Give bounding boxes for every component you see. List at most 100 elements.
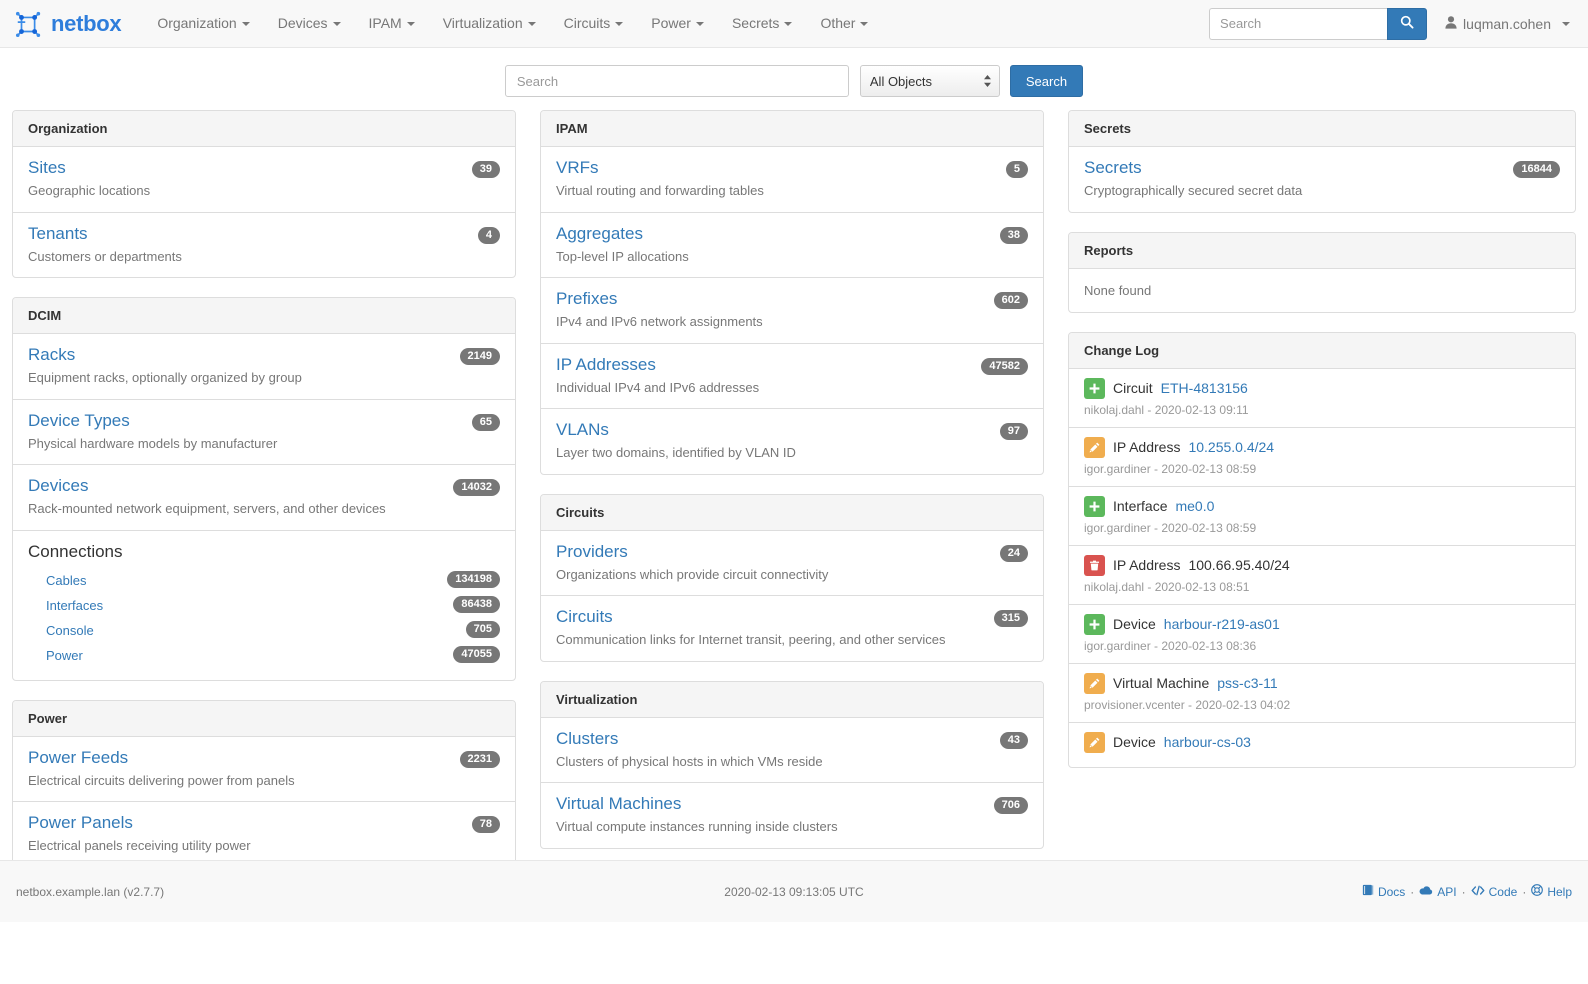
link-devices[interactable]: Devices [28, 476, 89, 496]
link-vrfs[interactable]: VRFs [556, 158, 599, 177]
link-device-types[interactable]: Device Types [28, 410, 130, 430]
link-power-feeds[interactable]: Power Feeds [28, 747, 129, 767]
link-tenants[interactable]: Tenants [28, 223, 88, 243]
link-virtual-machines[interactable]: Virtual Machines [556, 794, 682, 814]
badge-virtual-machines-count: 706 [993, 797, 1028, 815]
badge-vlans-count: 97 [999, 423, 1028, 441]
nav-label-ipam: IPAM [368, 15, 402, 31]
brand-logo-link[interactable]: netbox [14, 9, 122, 39]
panel-ipam: IPAM VRFs 5 Virtual routing and forwardi… [540, 110, 1044, 475]
navbar-search-group [1209, 7, 1428, 40]
link-secrets[interactable]: Secrets [1084, 158, 1142, 177]
column-middle: IPAM VRFs 5 Virtual routing and forwardi… [540, 110, 1044, 868]
changelog-row[interactable]: IP Address 10.255.0.4/24 igor.gardiner -… [1069, 428, 1575, 487]
changelog-object-link[interactable]: ETH-4813156 [1160, 380, 1248, 397]
list-item-power[interactable]: Power 47055 [46, 643, 500, 668]
dashboard-grid: Organization Sites 39 Geographic locatio… [0, 110, 1588, 887]
link-sites[interactable]: Sites [28, 158, 66, 177]
nav-menu-circuits[interactable]: Circuits [550, 0, 638, 47]
link-power-panels[interactable]: Power Panels [28, 813, 133, 833]
chevron-down-icon [695, 22, 704, 27]
global-search-button[interactable]: Search [1009, 65, 1084, 97]
badge-power-feeds-count: 2231 [459, 750, 500, 768]
row-aggregates[interactable]: Aggregates 38 Top-level IP allocations [541, 213, 1043, 279]
row-device-types[interactable]: Device Types 65 Physical hardware models… [13, 400, 515, 466]
nav-menu-other[interactable]: Other [806, 0, 882, 47]
link-console[interactable]: Console [46, 622, 94, 638]
row-providers[interactable]: Providers 24 Organizations which provide… [541, 531, 1043, 597]
row-racks[interactable]: Racks 2149 Equipment racks, optionally o… [13, 334, 515, 400]
row-power-panels[interactable]: Power Panels 78 Electrical panels receiv… [13, 802, 515, 867]
link-providers[interactable]: Providers [556, 541, 628, 561]
link-power-connections[interactable]: Power [46, 647, 83, 663]
changelog-row[interactable]: Virtual Machine pss-c3-11 provisioner.vc… [1069, 664, 1575, 723]
changelog-object-link[interactable]: pss-c3-11 [1217, 675, 1278, 692]
list-item-console[interactable]: Console 705 [46, 618, 500, 643]
row-circuits[interactable]: Circuits 315 Communication links for Int… [541, 596, 1043, 661]
badge-circuits-count: 315 [993, 610, 1028, 628]
row-devices[interactable]: Devices 14032 Rack-mounted network equip… [13, 465, 515, 531]
nav-label-organization: Organization [157, 15, 237, 31]
list-item-cables[interactable]: Cables 134198 [46, 568, 500, 593]
chevron-down-icon [332, 22, 341, 27]
nav-menu-devices[interactable]: Devices [264, 0, 355, 47]
panel-title-secrets: Secrets [1069, 111, 1575, 147]
nav-menu-organization[interactable]: Organization [143, 0, 263, 47]
changelog-object-link[interactable]: 10.255.0.4/24 [1188, 439, 1275, 456]
row-vrfs[interactable]: VRFs 5 Virtual routing and forwarding ta… [541, 147, 1043, 213]
desc-circuits: Communication links for Internet transit… [556, 632, 946, 648]
changelog-line-primary: IP Address 10.255.0.4/24 [1084, 436, 1560, 458]
navbar-search-input[interactable] [1209, 7, 1388, 40]
panel-organization: Organization Sites 39 Geographic locatio… [12, 110, 516, 279]
link-interfaces[interactable]: Interfaces [46, 597, 104, 613]
row-secrets[interactable]: Secrets 16844 Cryptographically secured … [1069, 147, 1575, 212]
row-sites[interactable]: Sites 39 Geographic locations [13, 147, 515, 213]
changelog-object-link[interactable]: harbour-r219-as01 [1163, 616, 1280, 633]
chevron-down-icon [1562, 21, 1570, 26]
row-virtual-machines[interactable]: Virtual Machines 706 Virtual compute ins… [541, 783, 1043, 848]
plus-icon [1084, 495, 1105, 517]
link-prefixes[interactable]: Prefixes [556, 289, 618, 309]
row-ip-addresses[interactable]: IP Addresses 47582 Individual IPv4 and I… [541, 344, 1043, 410]
link-racks[interactable]: Racks [28, 345, 76, 365]
panel-title-reports: Reports [1069, 232, 1575, 269]
row-power-feeds[interactable]: Power Feeds 2231 Electrical circuits del… [13, 737, 515, 803]
footer-label-docs: Docs [1377, 884, 1406, 899]
changelog-row[interactable]: Device harbour-cs-03 [1069, 723, 1575, 767]
user-menu[interactable]: luqman.cohen [1445, 16, 1574, 32]
link-ip-addresses[interactable]: IP Addresses [556, 354, 656, 374]
nav-menu-secrets[interactable]: Secrets [718, 0, 806, 47]
row-vlans[interactable]: VLANs 97 Layer two domains, identified b… [541, 409, 1043, 474]
changelog-row[interactable]: IP Address 100.66.95.40/24 nikolaj.dahl … [1069, 546, 1575, 605]
nav-menu-virtualization[interactable]: Virtualization [429, 0, 550, 47]
link-cables[interactable]: Cables [46, 572, 87, 588]
global-search-input[interactable] [504, 65, 849, 97]
nav-menu-ipam[interactable]: IPAM [355, 0, 429, 47]
link-aggregates[interactable]: Aggregates [556, 223, 643, 243]
nav-label-devices: Devices [277, 15, 328, 31]
footer-link-code[interactable]: Code [1471, 885, 1517, 899]
footer-link-docs[interactable]: Docs [1362, 884, 1405, 899]
footer-link-api[interactable]: API [1419, 885, 1457, 899]
page-footer: netbox.example.lan (v2.7.7) 2020-02-13 0… [0, 860, 1588, 922]
changelog-row[interactable]: Circuit ETH-4813156 nikolaj.dahl - 2020-… [1069, 369, 1575, 428]
link-vlans[interactable]: VLANs [556, 420, 609, 440]
link-circuits[interactable]: Circuits [556, 607, 613, 627]
footer-link-help[interactable]: Help [1531, 884, 1572, 899]
object-scope-select[interactable]: All Objects [859, 65, 1000, 97]
changelog-row[interactable]: Interface me0.0 igor.gardiner - 2020-02-… [1069, 487, 1575, 546]
row-tenants[interactable]: Tenants 4 Customers or departments [13, 213, 515, 278]
changelog-row[interactable]: Device harbour-r219-as01 igor.gardiner -… [1069, 605, 1575, 664]
connections-block: Connections Cables 134198 Interfaces 864… [13, 531, 515, 680]
top-navbar: netbox Organization Devices IPAM Virtual… [0, 0, 1588, 48]
list-item-interfaces[interactable]: Interfaces 86438 [46, 593, 500, 618]
changelog-object-link[interactable]: me0.0 [1175, 498, 1215, 515]
navbar-search-button[interactable] [1387, 7, 1428, 40]
link-clusters[interactable]: Clusters [556, 728, 619, 748]
row-prefixes[interactable]: Prefixes 602 IPv4 and IPv6 network assig… [541, 278, 1043, 344]
panel-title-virtualization: Virtualization [541, 681, 1043, 718]
changelog-object-link[interactable]: harbour-cs-03 [1163, 734, 1251, 751]
column-right: Secrets Secrets 16844 Cryptographically … [1068, 110, 1576, 787]
row-clusters[interactable]: Clusters 43 Clusters of physical hosts i… [541, 718, 1043, 784]
nav-menu-power[interactable]: Power [637, 0, 718, 47]
